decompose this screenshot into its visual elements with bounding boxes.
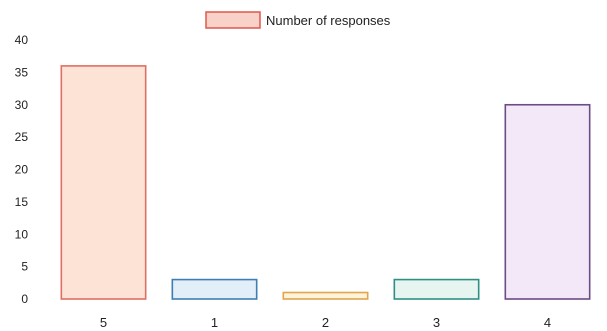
x-tick-label: 1 <box>211 315 218 330</box>
x-tick-label: 4 <box>544 315 551 330</box>
y-tick-label: 30 <box>15 98 29 112</box>
y-tick-label: 20 <box>15 163 29 177</box>
y-tick-label: 25 <box>15 130 29 144</box>
legend-swatch <box>205 11 261 29</box>
bar <box>393 278 480 300</box>
y-tick-label: 40 <box>15 33 29 47</box>
y-tick-label: 10 <box>15 227 29 241</box>
y-tick-label: 35 <box>15 65 29 79</box>
y-tick-label: 15 <box>15 195 29 209</box>
bar <box>60 65 147 300</box>
bar <box>282 291 369 300</box>
x-tick-label: 2 <box>322 315 329 330</box>
y-tick-label: 5 <box>21 260 28 274</box>
bar <box>171 278 258 300</box>
legend-label: Number of responses <box>266 13 391 28</box>
x-tick-label: 5 <box>100 315 107 330</box>
y-tick-label: 0 <box>21 292 28 306</box>
x-tick-label: 3 <box>433 315 440 330</box>
bar <box>504 103 591 300</box>
